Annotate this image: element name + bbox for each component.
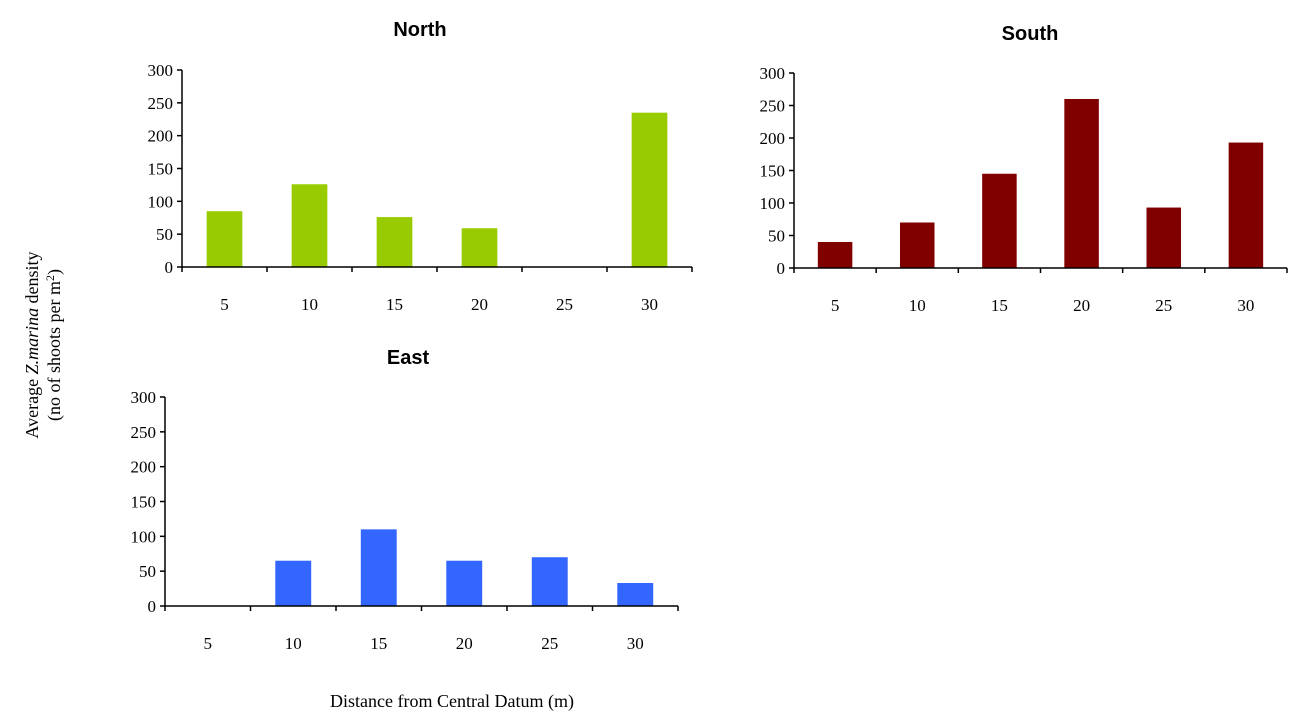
south-x-tick-label-20: 20: [1073, 296, 1090, 315]
north-y-tick-label-100: 100: [148, 192, 174, 211]
y-axis-label-species: Z.marina: [22, 308, 42, 375]
north-x-tick-label-5: 5: [220, 295, 229, 314]
east-x-tick-label-30: 30: [627, 634, 644, 653]
north-y-tick-label-150: 150: [148, 160, 174, 179]
y-axis-label-units: (no of shoots per m2): [43, 269, 65, 421]
south-x-tick-label-15: 15: [991, 296, 1008, 315]
north-x-tick-label-30: 30: [641, 295, 658, 314]
east-x-tick-label-10: 10: [285, 634, 302, 653]
south-y-tick-label-50: 50: [768, 227, 785, 246]
east-x-tick-label-15: 15: [370, 634, 387, 653]
east-y-tick-label-50: 50: [139, 562, 156, 581]
south-y-tick-label-200: 200: [760, 129, 786, 148]
north-y-tick-label-300: 300: [148, 61, 174, 80]
south-x-tick-label-5: 5: [831, 296, 840, 315]
east-y-tick-label-250: 250: [131, 423, 157, 442]
y-axis-units-prefix: (no of shoots per m: [44, 281, 65, 421]
south-y-tick-label-150: 150: [760, 162, 786, 181]
y-axis-label-prefix: Average: [22, 374, 42, 438]
north-y-tick-label-250: 250: [148, 94, 174, 113]
north-x-tick-label-20: 20: [471, 295, 488, 314]
south-y-tick-label-250: 250: [760, 97, 786, 116]
south-bar-30: [1228, 142, 1264, 268]
y-axis-units-suffix: ): [44, 269, 65, 275]
east-chart-title: East: [387, 347, 430, 369]
south-bar-10: [899, 222, 935, 268]
east-y-tick-label-200: 200: [131, 458, 157, 477]
south-y-tick-label-100: 100: [760, 194, 786, 213]
east-bar-10: [275, 560, 312, 606]
east-bar-20: [446, 560, 483, 606]
south-y-tick-label-300: 300: [760, 64, 786, 83]
north-bar-20: [461, 228, 498, 267]
south-y-tick-label-0: 0: [777, 259, 786, 278]
east-y-tick-label-100: 100: [131, 527, 157, 546]
north-bar-5: [206, 211, 243, 267]
north-y-tick-label-0: 0: [165, 258, 174, 277]
x-axis-label: Distance from Central Datum (m): [330, 691, 574, 712]
east-bar-15: [360, 529, 397, 606]
east-bar-25: [531, 557, 568, 606]
east-y-tick-label-300: 300: [131, 388, 157, 407]
east-x-tick-label-25: 25: [541, 634, 558, 653]
east-x-tick-label-20: 20: [456, 634, 473, 653]
chart-south: South 0 50 100 150 200 250 300 5 10 15 20 25 30: [760, 23, 1288, 315]
north-bar-30: [631, 112, 668, 267]
north-x-tick-label-25: 25: [556, 295, 573, 314]
north-x-tick-label-15: 15: [386, 295, 403, 314]
south-bar-5: [817, 242, 853, 268]
south-x-tick-label-30: 30: [1237, 296, 1254, 315]
south-bar-15: [982, 173, 1017, 268]
north-y-tick-label-50: 50: [156, 225, 173, 244]
east-bar-30: [617, 583, 654, 606]
chart-east: East 0 50 100 150 200 250 300 5 10 15 20 25 30: [131, 347, 679, 653]
north-x-tick-label-10: 10: [301, 295, 318, 314]
south-x-tick-label-25: 25: [1155, 296, 1172, 315]
south-x-tick-label-10: 10: [909, 296, 926, 315]
east-x-tick-label-5: 5: [204, 634, 213, 653]
east-y-tick-label-150: 150: [131, 493, 157, 512]
south-chart-title: South: [1002, 23, 1059, 45]
north-bar-15: [376, 217, 413, 267]
y-axis-label: Average Z.marina density: [22, 251, 42, 438]
y-axis-units-superscript: 2: [43, 275, 57, 281]
chart-north: North 0 50 100 150 200 250 300 5 10 15 20 25 30: [148, 19, 693, 314]
south-bar-25: [1146, 207, 1182, 268]
north-chart-title: North: [393, 19, 446, 41]
east-y-tick-label-0: 0: [148, 597, 157, 616]
south-bar-20: [1064, 99, 1099, 268]
north-bar-10: [291, 184, 328, 267]
north-y-tick-label-200: 200: [148, 127, 174, 146]
y-axis-label-suffix: density: [22, 251, 42, 308]
